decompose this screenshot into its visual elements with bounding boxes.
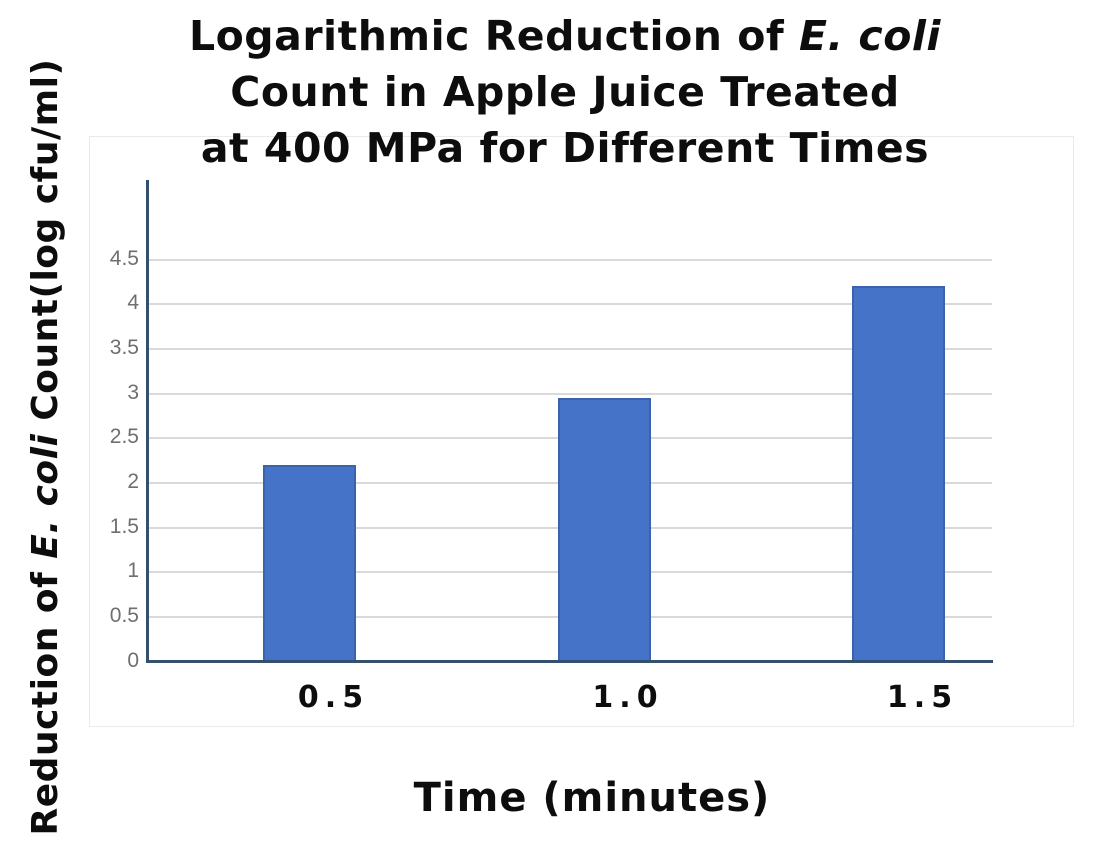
y-tick-label-2.5: 2.5 (109, 425, 139, 449)
x-axis-title: Time (minutes) (413, 775, 771, 821)
x-tick-label-1.5: 1.5 (886, 680, 959, 715)
title-line-3-text: at 400 MPa for Different Times (200, 124, 930, 172)
y-axis-title-italic: E. coli (25, 433, 66, 559)
y-tick-label-0.5: 0.5 (109, 603, 139, 627)
y-axis-title-text: Reduction of (25, 558, 66, 836)
title-line-1-text: Logarithmic Reduction of (189, 12, 800, 60)
gridline-y-3 (149, 392, 992, 395)
y-tick-label-3.5: 3.5 (109, 335, 139, 359)
bar-0.5 (263, 464, 356, 662)
bar-1.0 (557, 397, 651, 662)
chart-title-line-1: Logarithmic Reduction of E. coli (105, 8, 1025, 64)
gridline-y-3.5 (149, 347, 992, 350)
chart-plot-border (89, 136, 1074, 727)
bar-1.5 (852, 286, 945, 662)
gridline-y-4 (149, 303, 992, 306)
chart-title-line-2: Count in Apple Juice Treated (105, 64, 1025, 120)
gridline-y-4.5 (149, 258, 992, 261)
y-tick-label-3: 3 (127, 380, 139, 404)
x-tick-label-1.0: 1.0 (592, 680, 664, 715)
y-axis-title-suffix: Count(log cfu/ml) (25, 58, 66, 434)
y-axis-line (146, 180, 149, 663)
y-tick-label-1.5: 1.5 (109, 514, 139, 538)
y-axis-title: Reduction of E. coli Count(log cfu/ml) (25, 47, 69, 847)
title-line-2-text: Count in Apple Juice Treated (230, 68, 900, 116)
y-tick-label-2: 2 (127, 469, 139, 493)
title-line-1-italic: E. coli (799, 12, 941, 60)
y-tick-label-1: 1 (127, 559, 139, 583)
chart-title: Logarithmic Reduction of E. coli Count i… (105, 8, 1025, 176)
y-tick-label-4: 4 (127, 291, 139, 315)
y-tick-label-4.5: 4.5 (109, 246, 139, 270)
x-axis-line (146, 660, 993, 663)
chart-title-line-3: at 400 MPa for Different Times (105, 120, 1025, 176)
x-tick-label-0.5: 0.5 (297, 680, 370, 715)
y-tick-label-0: 0 (127, 648, 139, 672)
